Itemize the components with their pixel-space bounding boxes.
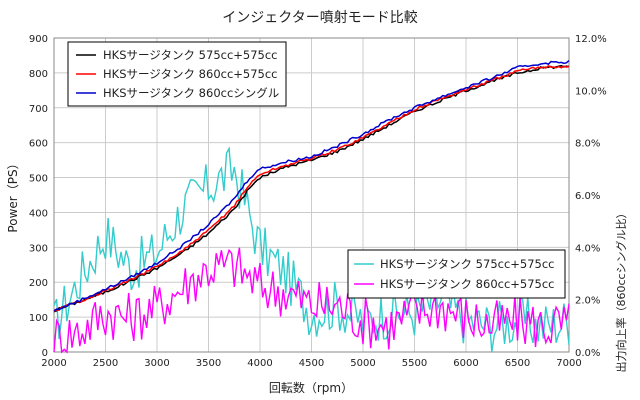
y-tick-label: 800: [29, 69, 48, 80]
plot-frame: [53, 37, 570, 353]
x-tick-label: 6000: [453, 358, 478, 369]
y2-tick-label: 4.0%: [575, 243, 600, 254]
power-line-1: [53, 64, 570, 313]
ratio-line-2: [53, 247, 570, 354]
legend-ratio-label-2: HKSサージタンク 860cc+575cc: [380, 277, 555, 291]
legend-power-label-2: HKSサージタンク 860cc+575cc: [103, 67, 278, 81]
legend-power: HKSサージタンク 575cc+575cc HKSサージタンク 860cc+57…: [67, 41, 287, 107]
y-tick-label: 400: [29, 208, 48, 219]
y-tick-label: 0: [42, 348, 48, 359]
x-tick-label: 3500: [196, 358, 221, 369]
y-tick-label: 700: [29, 104, 48, 115]
y-tick-label: 100: [29, 313, 48, 324]
x-tick-label: 2500: [93, 358, 118, 369]
legend-power-label-1: HKSサージタンク 575cc+575cc: [103, 48, 278, 62]
legend-power-box: [67, 41, 287, 107]
x-tick-label: 4500: [299, 358, 324, 369]
x-tick-label: 5500: [402, 358, 427, 369]
tick-labels: 0 100 200 300 400 500 600 700 800 900 2000 2500 3000…: [29, 34, 607, 369]
ratio-line-1: [53, 146, 570, 353]
legend-ratio: HKSサージタンク 575cc+575cc HKSサージタンク 860cc+57…: [347, 249, 566, 299]
y-tick-label: 300: [29, 243, 48, 254]
y-tick-label: 600: [29, 139, 48, 150]
x-tick-label: 2000: [41, 358, 66, 369]
y-axis-label: Power（PS）: [6, 157, 20, 232]
x-tick-label: 4000: [247, 358, 272, 369]
legend-ratio-box: [347, 249, 566, 299]
power-line-3: [53, 60, 570, 312]
y2-tick-label: 8.0%: [575, 139, 600, 150]
y2-tick-label: 6.0%: [575, 191, 600, 202]
x-tick-label: 5000: [350, 358, 375, 369]
x-tick-label: 7000: [556, 358, 581, 369]
y-tick-label: 500: [29, 174, 48, 185]
y2-axis-label: 出力向上率（860ccシングル比）: [614, 207, 628, 372]
ratio-series-group: [53, 146, 570, 354]
y-tick-label: 900: [29, 34, 48, 45]
chart-title: インジェクター噴射モード比較: [222, 10, 417, 26]
x-tick-label: 3000: [144, 358, 169, 369]
legend-power-label-3: HKSサージタンク 860ccシングル: [103, 86, 279, 100]
y2-tick-label: 0.0%: [575, 348, 600, 359]
legend-ratio-label-1: HKSサージタンク 575cc+575cc: [380, 257, 555, 271]
y2-tick-label: 2.0%: [575, 296, 600, 307]
x-tick-label: 6500: [505, 358, 530, 369]
x-axis-label: 回転数（rpm）: [269, 380, 353, 395]
y-tick-label: 200: [29, 278, 48, 289]
power-series-group: [53, 60, 570, 313]
y2-tick-label: 12.0%: [575, 34, 607, 45]
y2-tick-label: 10.0%: [575, 86, 607, 97]
